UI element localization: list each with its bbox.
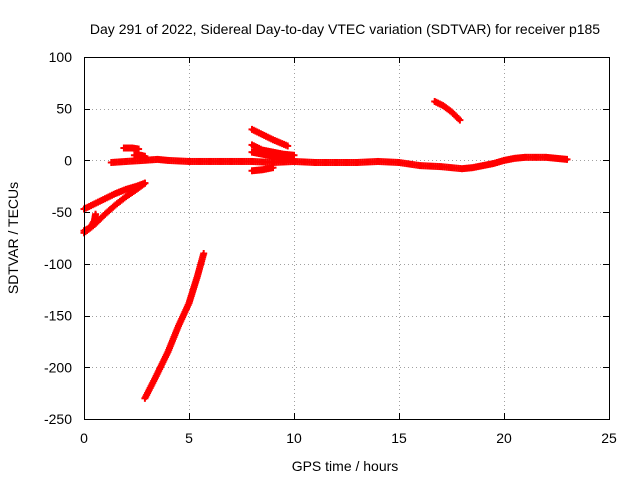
data-series — [248, 148, 298, 164]
data-series — [248, 164, 277, 175]
y-tick-label: -100 — [44, 256, 72, 272]
x-axis-label: GPS time / hours — [292, 458, 399, 474]
x-tick-label: 20 — [496, 430, 512, 446]
data-series — [431, 97, 464, 124]
data-series — [141, 250, 208, 402]
y-tick-label: -250 — [44, 411, 72, 427]
y-tick-label: 0 — [64, 152, 72, 168]
grid — [84, 57, 609, 419]
data-series — [80, 210, 100, 235]
data-points — [80, 97, 571, 402]
y-tick-label: 50 — [56, 101, 72, 117]
x-tick-label: 15 — [391, 430, 407, 446]
y-tick-label: -50 — [52, 204, 72, 220]
y-tick-label: -200 — [44, 359, 72, 375]
y-tick-label: -150 — [44, 308, 72, 324]
data-series — [248, 125, 292, 150]
x-tick-label: 5 — [185, 430, 193, 446]
data-series — [107, 153, 571, 173]
chart-title: Day 291 of 2022, Sidereal Day-to-day VTE… — [90, 21, 600, 37]
y-axis-label: SDTVAR / TECUs — [5, 182, 21, 294]
plot-frame — [84, 57, 610, 420]
x-tick-label: 10 — [286, 430, 302, 446]
x-tick-label: 0 — [80, 430, 88, 446]
data-series — [130, 151, 149, 160]
data-series — [120, 144, 143, 153]
y-tick-label: 100 — [49, 49, 73, 65]
x-tick-label: 25 — [601, 430, 617, 446]
axis-ticks: 0 5 10 15 20 25 -250 -200 -150 -100 -50 0 50 100 — [44, 49, 617, 446]
